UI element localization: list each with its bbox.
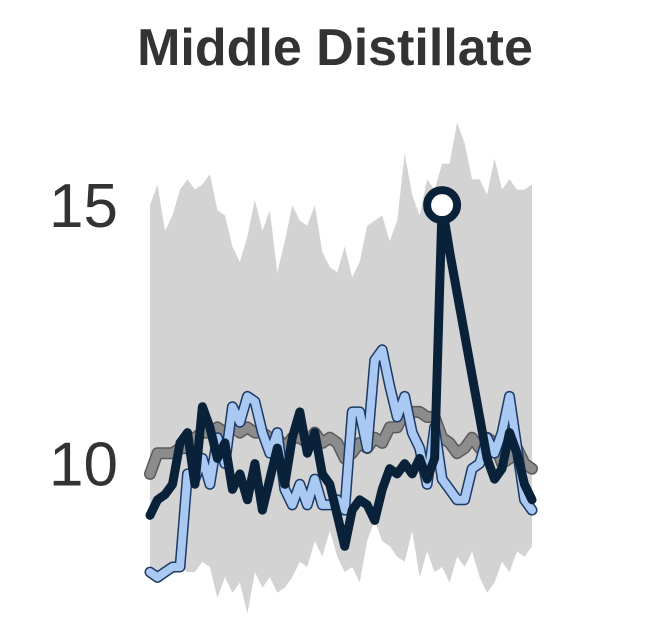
series-layer xyxy=(144,200,538,583)
series-3-line xyxy=(145,200,537,551)
y-tick-label-15: 15 xyxy=(49,172,118,241)
y-tick-label-10: 10 xyxy=(49,431,118,500)
chart-title: Middle Distillate xyxy=(137,19,533,77)
y-tick-layer: 10 15 xyxy=(49,172,118,500)
series-2-line xyxy=(146,345,536,582)
marker-layer xyxy=(423,186,462,225)
highlight-point-marker xyxy=(423,186,462,225)
